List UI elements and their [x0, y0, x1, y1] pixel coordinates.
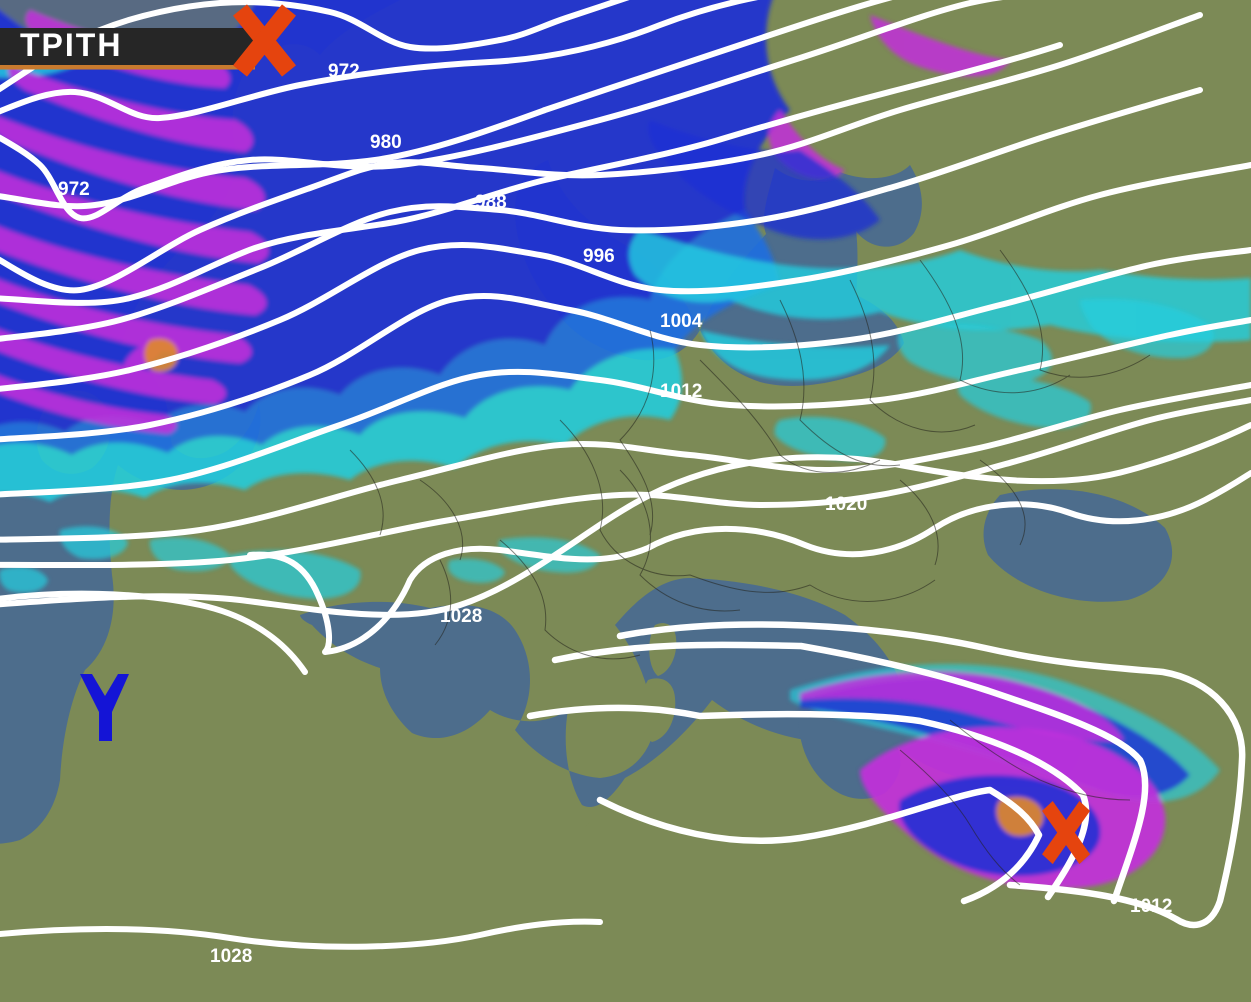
svg-text:1028: 1028	[440, 606, 482, 627]
svg-text:972: 972	[58, 179, 90, 200]
svg-text:1020: 1020	[825, 494, 867, 515]
svg-text:996: 996	[583, 246, 615, 267]
svg-text:TPITH: TPITH	[20, 27, 122, 63]
svg-text:1012: 1012	[660, 381, 702, 402]
svg-text:1028: 1028	[210, 946, 252, 967]
svg-text:972: 972	[328, 61, 360, 82]
svg-text:1004: 1004	[660, 311, 703, 332]
svg-text:980: 980	[370, 132, 402, 153]
svg-text:988: 988	[475, 192, 507, 213]
svg-text:1012: 1012	[1130, 896, 1172, 917]
